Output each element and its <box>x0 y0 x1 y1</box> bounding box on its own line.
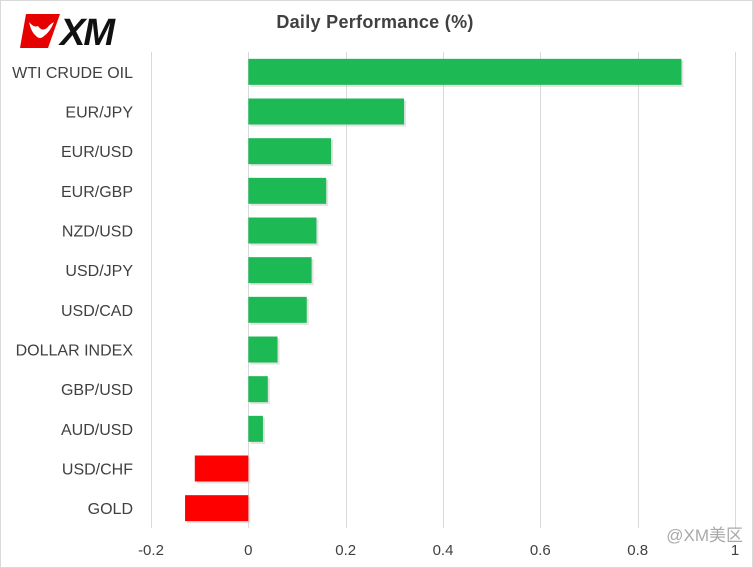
bar-aud-usd <box>248 415 263 442</box>
category-label: GBP/USD <box>61 382 133 399</box>
category-label: USD/JPY <box>65 263 133 280</box>
category-label: USD/CAD <box>61 303 133 320</box>
bar-eur-gbp <box>248 177 327 204</box>
category-label: EUR/USD <box>61 144 133 161</box>
x-tick-label: 0.4 <box>433 542 454 559</box>
bar-usd-cad <box>248 296 307 323</box>
category-label: WTI CRUDE OIL <box>12 65 133 82</box>
logo-bull-horns <box>29 22 54 38</box>
category-labels: WTI CRUDE OIL EUR/JPY EUR/USD EUR/GBP NZD/US… <box>12 65 133 518</box>
category-label: EUR/GBP <box>61 184 133 201</box>
category-label: NZD/USD <box>62 224 133 241</box>
logo-wordmark: XM <box>58 12 116 50</box>
category-label: DOLLAR INDEX <box>16 343 134 360</box>
x-axis-tick-labels: -0.2 0 0.2 0.4 0.6 0.8 1 <box>138 542 739 559</box>
x-tick-label: 0 <box>244 542 252 559</box>
bar-eur-usd <box>248 138 332 165</box>
x-tick-label: 0.8 <box>627 542 648 559</box>
xm-logo: XM <box>20 12 118 50</box>
x-tick-label: 0.2 <box>335 542 356 559</box>
category-label: EUR/JPY <box>65 105 133 122</box>
bar-eur-jpy <box>248 98 405 125</box>
bars <box>185 58 684 524</box>
bar-usd-chf <box>194 455 249 482</box>
bar-usd-jpy <box>248 257 312 284</box>
grid-lines <box>151 52 736 528</box>
bar-nzd-usd <box>248 217 317 244</box>
bar-gold <box>185 495 249 522</box>
chart-title: Daily Performance (%) <box>276 12 474 32</box>
category-label: AUD/USD <box>61 422 133 439</box>
bar-wti-crude-oil <box>248 58 682 85</box>
category-label: USD/CHF <box>62 462 133 479</box>
x-tick-label: 0.6 <box>530 542 551 559</box>
x-tick-label: 1 <box>731 542 739 559</box>
category-label: GOLD <box>88 501 133 518</box>
bar-gbp-usd <box>248 376 268 403</box>
watermark: @XM美区 <box>666 526 743 545</box>
bar-dollar-index <box>248 336 278 363</box>
x-tick-label: -0.2 <box>138 542 164 559</box>
